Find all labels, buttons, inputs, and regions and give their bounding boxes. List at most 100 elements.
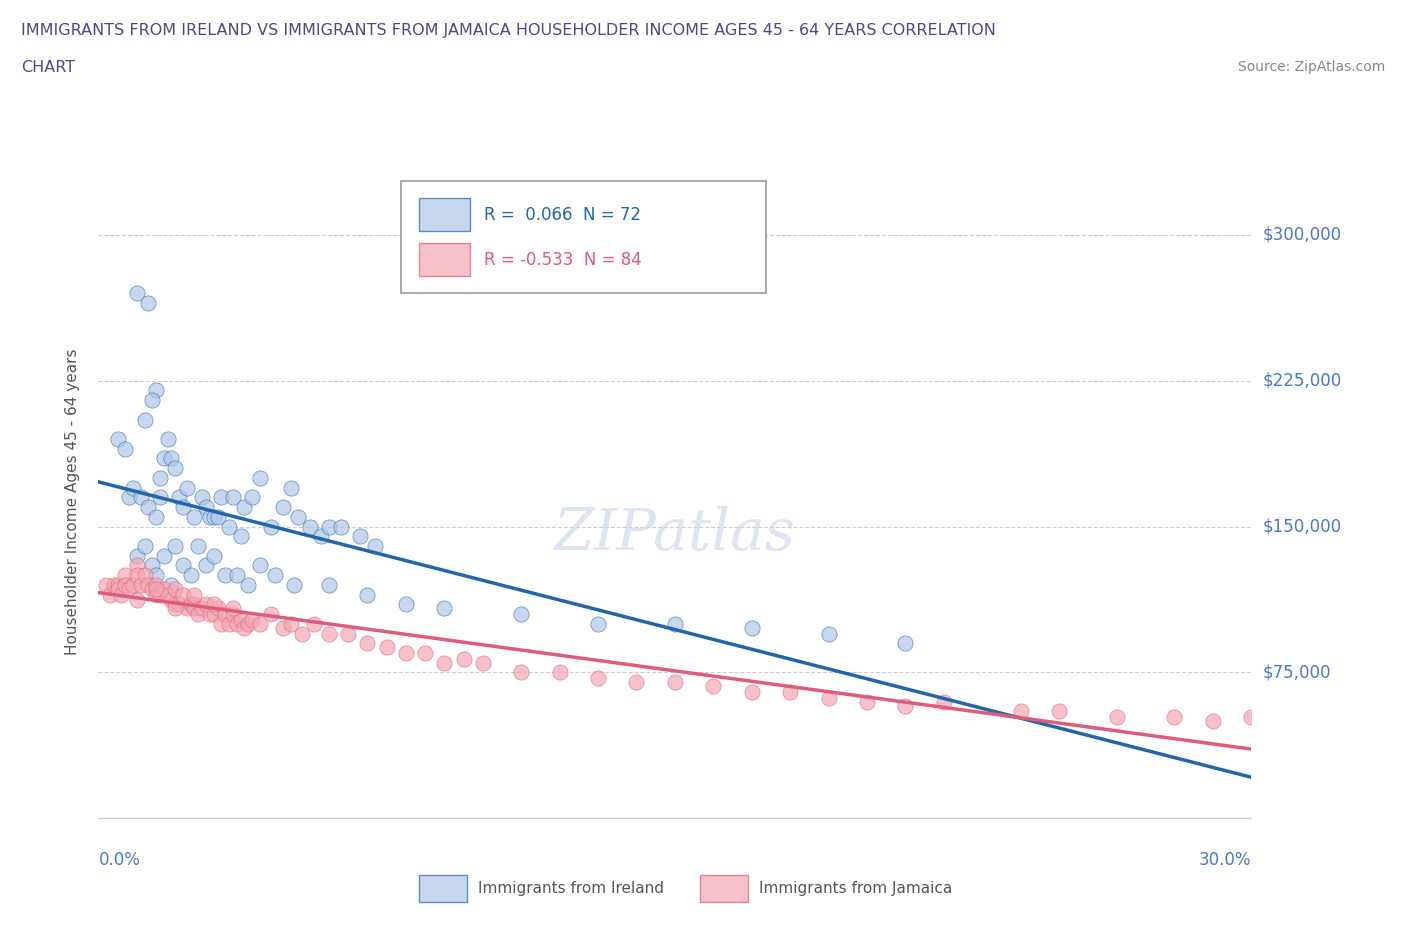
Point — [110, 587, 132, 602]
Point — [856, 694, 879, 709]
Point — [125, 549, 148, 564]
Point — [183, 601, 205, 616]
Point — [165, 597, 187, 612]
Point — [932, 694, 955, 709]
Text: ZIPatlas: ZIPatlas — [554, 506, 796, 562]
Point — [149, 490, 172, 505]
Point — [125, 558, 148, 573]
Point — [165, 601, 187, 616]
Point — [172, 558, 194, 573]
Point — [626, 675, 648, 690]
Point — [741, 620, 763, 635]
Point — [271, 499, 294, 514]
Point — [1047, 704, 1070, 719]
Text: R =  0.066  N = 72: R = 0.066 N = 72 — [484, 206, 641, 223]
Point — [183, 587, 205, 602]
Point — [260, 606, 283, 621]
Point — [548, 665, 571, 680]
Point — [433, 656, 456, 671]
Point — [180, 567, 202, 582]
Point — [172, 587, 194, 602]
Point — [238, 578, 260, 592]
Point — [1240, 710, 1263, 724]
Point — [664, 675, 686, 690]
Point — [183, 597, 205, 612]
Text: $75,000: $75,000 — [1263, 663, 1331, 682]
Text: $300,000: $300,000 — [1263, 226, 1341, 244]
Point — [291, 626, 314, 641]
Point — [249, 617, 271, 631]
Point — [114, 441, 136, 456]
Point — [302, 617, 325, 631]
Point — [260, 519, 283, 534]
Point — [1202, 713, 1225, 728]
Point — [209, 617, 232, 631]
Text: IMMIGRANTS FROM IRELAND VS IMMIGRANTS FROM JAMAICA HOUSEHOLDER INCOME AGES 45 - : IMMIGRANTS FROM IRELAND VS IMMIGRANTS FR… — [21, 23, 995, 38]
Point — [145, 567, 167, 582]
Point — [894, 636, 917, 651]
Point — [356, 587, 378, 602]
Point — [202, 597, 225, 612]
Point — [167, 597, 190, 612]
Point — [894, 698, 917, 713]
Point — [225, 567, 247, 582]
Point — [167, 490, 190, 505]
Point — [329, 519, 352, 534]
Point — [187, 538, 209, 553]
Point — [118, 490, 141, 505]
Text: $225,000: $225,000 — [1263, 372, 1341, 390]
Point — [238, 617, 260, 631]
Point — [98, 587, 121, 602]
Point — [191, 490, 214, 505]
Point — [152, 549, 174, 564]
Point — [202, 510, 225, 525]
Point — [145, 510, 167, 525]
Point — [107, 578, 129, 592]
Point — [222, 490, 245, 505]
Point — [195, 558, 218, 573]
Point — [702, 679, 724, 694]
Point — [214, 606, 236, 621]
Point — [779, 684, 801, 699]
Point — [271, 620, 294, 635]
Point — [233, 499, 256, 514]
Point — [114, 567, 136, 582]
Point — [586, 671, 609, 685]
Point — [145, 587, 167, 602]
Point — [134, 538, 156, 553]
Point — [198, 510, 221, 525]
Point — [229, 613, 252, 628]
Point — [165, 581, 187, 596]
Point — [510, 606, 533, 621]
Point — [280, 480, 302, 495]
Point — [145, 383, 167, 398]
Point — [586, 617, 609, 631]
Point — [94, 578, 117, 592]
Point — [741, 684, 763, 699]
Point — [229, 529, 252, 544]
Point — [160, 578, 183, 592]
Point — [191, 601, 214, 616]
Point — [202, 606, 225, 621]
Point — [817, 690, 839, 705]
Point — [138, 296, 160, 311]
Point — [1105, 710, 1128, 724]
Point — [183, 510, 205, 525]
Point — [141, 581, 163, 596]
Point — [138, 499, 160, 514]
Point — [510, 665, 533, 680]
Point — [471, 656, 494, 671]
Point — [122, 480, 145, 495]
Point — [218, 617, 240, 631]
Point — [395, 645, 418, 660]
Point — [364, 538, 387, 553]
Point — [195, 597, 218, 612]
Point — [225, 617, 247, 631]
Point — [165, 538, 187, 553]
Point — [145, 578, 167, 592]
Point — [125, 593, 148, 608]
Point — [207, 510, 229, 525]
Point — [249, 558, 271, 573]
Point — [318, 578, 340, 592]
Point — [114, 578, 136, 592]
